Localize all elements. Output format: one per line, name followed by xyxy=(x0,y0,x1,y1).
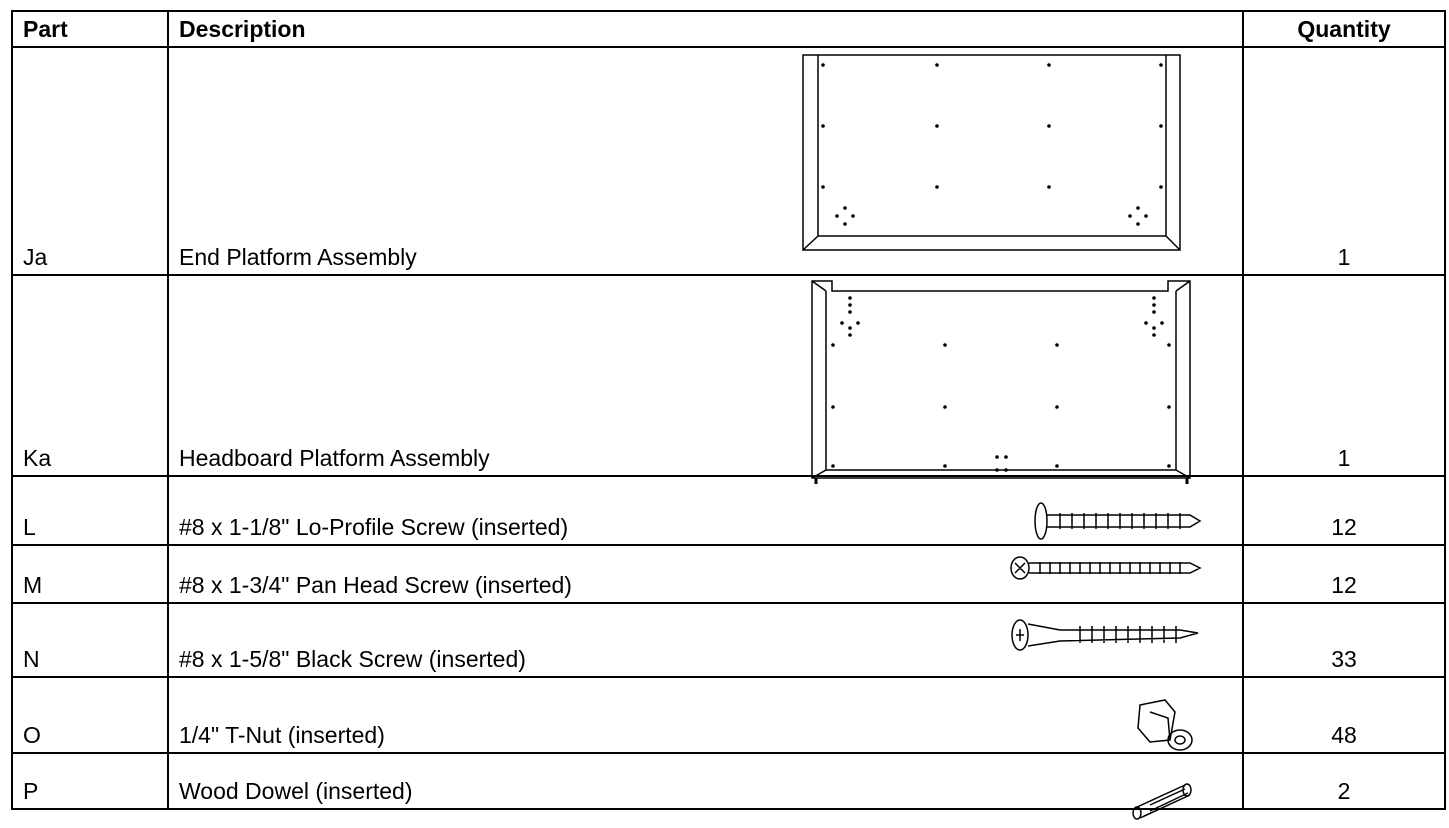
header-row: Part Description Quantity xyxy=(11,10,1446,48)
description-cell: Wood Dowel (inserted) xyxy=(167,752,1244,810)
header-cell: Quantity xyxy=(1242,10,1446,48)
part-cell: N xyxy=(11,602,169,678)
table-row: P Wood Dowel (inserted) 2 xyxy=(11,752,1446,810)
table-body: Ja End Platform Assembly 1 Ka Headboard Plat… xyxy=(11,46,1446,810)
part-cell: P xyxy=(11,752,169,810)
description-cell: End Platform Assembly xyxy=(167,46,1244,276)
part-cell: Ja xyxy=(11,46,169,276)
quantity-cell: 1 xyxy=(1242,274,1446,477)
description-cell: #8 x 1-5/8" Black Screw (inserted) xyxy=(167,602,1244,678)
parts-table: Part Description Quantity Ja End Platform… xyxy=(11,10,1446,810)
table-row: M #8 x 1-3/4" Pan Head Screw (inserted) 12 xyxy=(11,544,1446,604)
quantity-cell: 33 xyxy=(1242,602,1446,678)
table-row: Ka Headboard Platform Assembly 1 xyxy=(11,274,1446,477)
description-cell: #8 x 1-3/4" Pan Head Screw (inserted) xyxy=(167,544,1244,604)
quantity-cell: 12 xyxy=(1242,475,1446,546)
quantity-cell: 1 xyxy=(1242,46,1446,276)
header-cell: Part xyxy=(11,10,169,48)
description-cell: Headboard Platform Assembly xyxy=(167,274,1244,477)
description-cell: #8 x 1-1/8" Lo-Profile Screw (inserted) xyxy=(167,475,1244,546)
quantity-cell: 12 xyxy=(1242,544,1446,604)
table-row: O 1/4" T-Nut (inserted) 48 xyxy=(11,676,1446,754)
table-row: L #8 x 1-1/8" Lo-Profile Screw (inserted)… xyxy=(11,475,1446,546)
part-cell: L xyxy=(11,475,169,546)
part-cell: O xyxy=(11,676,169,754)
part-cell: M xyxy=(11,544,169,604)
description-cell: 1/4" T-Nut (inserted) xyxy=(167,676,1244,754)
table-row: Ja End Platform Assembly 1 xyxy=(11,46,1446,276)
table-row: N #8 x 1-5/8" Black Screw (inserted) 33 xyxy=(11,602,1446,678)
part-cell: Ka xyxy=(11,274,169,477)
quantity-cell: 48 xyxy=(1242,676,1446,754)
quantity-cell: 2 xyxy=(1242,752,1446,810)
header-cell: Description xyxy=(167,10,1244,48)
